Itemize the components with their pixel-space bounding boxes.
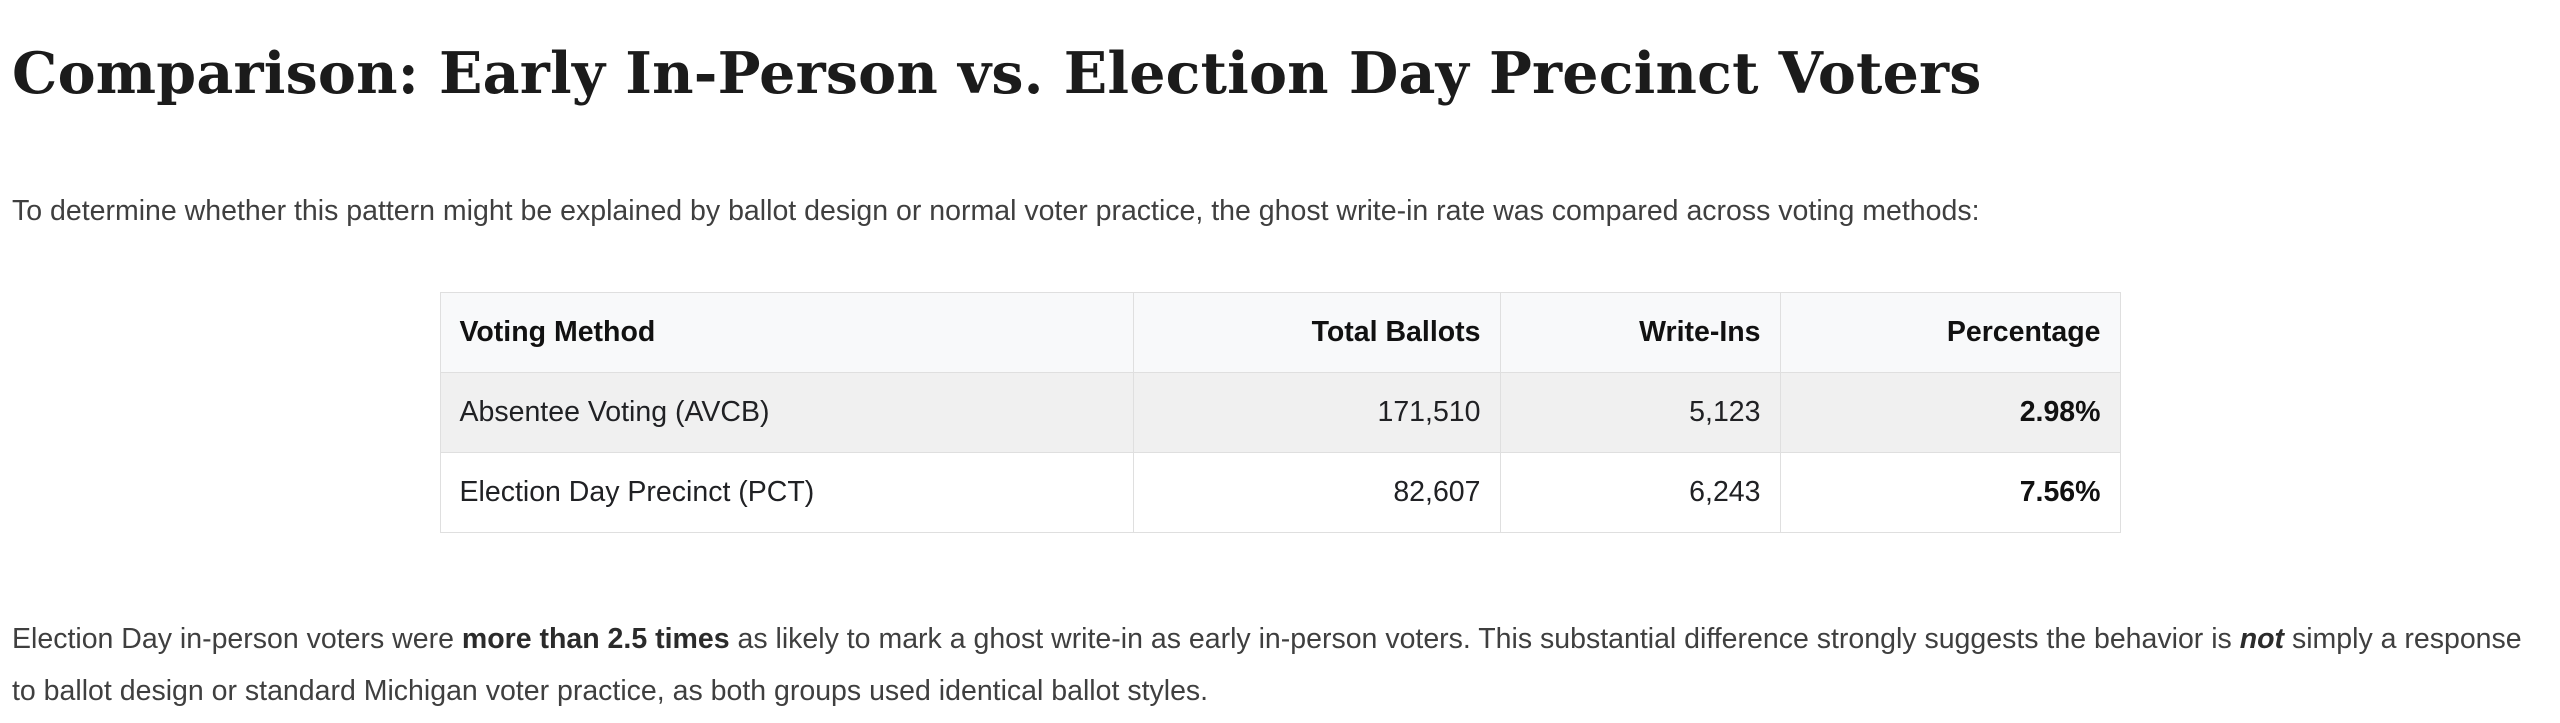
conclusion-text-3: simply a response to ballot design or st… xyxy=(12,623,2522,708)
cell-write-ins: 6,243 xyxy=(1499,452,1781,534)
cell-total-ballots: 171,510 xyxy=(1132,372,1501,454)
cell-method: Absentee Voting (AVCB) xyxy=(439,372,1134,454)
header-voting-method: Voting Method xyxy=(439,292,1134,374)
conclusion-text-2: as likely to mark a ghost write-in as ea… xyxy=(729,623,2240,656)
cell-write-ins: 5,123 xyxy=(1499,372,1781,454)
table-row-absentee: Absentee Voting (AVCB) 171,510 5,123 2.9… xyxy=(439,372,2121,454)
conclusion-text-1: Election Day in-person voters were xyxy=(12,623,462,656)
report-page: Comparison: Early In-Person vs. Election… xyxy=(0,40,2560,717)
conclusion-bold-ratio: more than 2.5 times xyxy=(461,623,730,656)
header-write-ins: Write-Ins xyxy=(1499,292,1781,374)
cell-percentage: 2.98% xyxy=(1779,372,2121,454)
cell-percentage: 7.56% xyxy=(1779,452,2121,534)
voting-method-comparison-table: Voting Method Total Ballots Write-Ins Pe… xyxy=(439,292,2121,534)
table-row-election-day: Election Day Precinct (PCT) 82,607 6,243… xyxy=(439,452,2121,534)
cell-method: Election Day Precinct (PCT) xyxy=(439,452,1134,534)
intro-paragraph: To determine whether this pattern might … xyxy=(12,195,1980,228)
conclusion-paragraph: Election Day in-person voters were more … xyxy=(12,613,2548,717)
cell-total-ballots: 82,607 xyxy=(1132,452,1501,534)
header-total-ballots: Total Ballots xyxy=(1132,292,1501,374)
conclusion-bold-italic-not: not xyxy=(2239,623,2285,656)
page-title: Comparison: Early In-Person vs. Election… xyxy=(12,40,1982,107)
header-percentage: Percentage xyxy=(1779,292,2121,374)
table-header-row: Voting Method Total Ballots Write-Ins Pe… xyxy=(439,292,2121,374)
